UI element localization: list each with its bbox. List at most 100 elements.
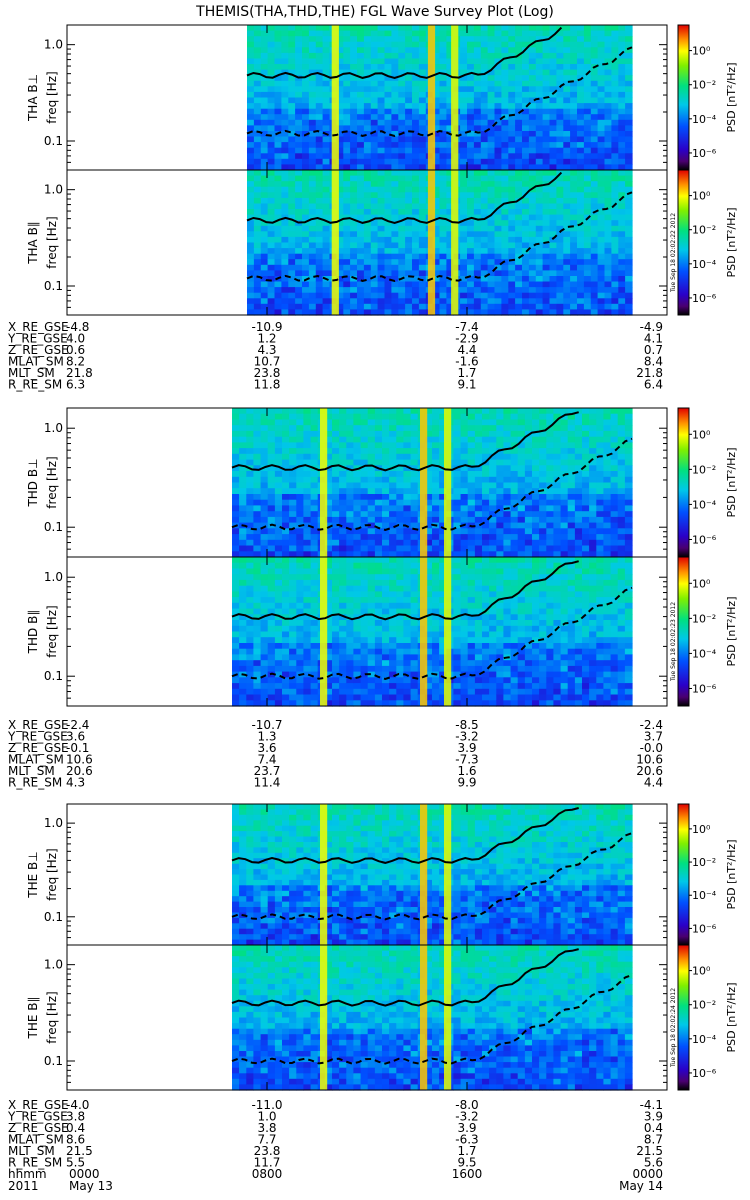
ephemeris-label: X_RE_GSE (8, 718, 69, 732)
spectrogram-panel: 1.0 0.1 THA B∥ freq [Hz] 10⁰ 10⁻² 10⁻⁴ 10⁻⁶ PSD … (26, 169, 738, 316)
ephemeris-value: 4.0 (66, 332, 85, 346)
panel-name: THD B∥ (26, 610, 40, 655)
colorbar-label: PSD [nT²/Hz] (725, 982, 738, 1052)
panel-name: THD B⊥ (26, 458, 40, 507)
panel-frame (66, 556, 668, 707)
ephemeris-value: 3.7 (644, 730, 663, 744)
y-axis-label: freq [Hz] (45, 605, 59, 657)
spectrogram-cells (232, 557, 633, 707)
ephemeris-value: -4.8 (66, 320, 89, 334)
y-axis-label: freq [Hz] (45, 848, 59, 900)
timestamp-stamp: Tue Sep 18 02:02:23 2012 (670, 602, 677, 682)
ephemeris-value: 4.4 (644, 776, 663, 790)
timestamp-stamp: Tue Sep 18 02:02:22 2012 (670, 213, 677, 293)
spectrogram-cells (232, 945, 633, 1091)
colorbar-label: PSD [nT²/Hz] (725, 447, 738, 517)
fce-line (246, 26, 563, 80)
date-start: May 13 (69, 1179, 113, 1193)
ephemeris-value: 9.9 (457, 776, 476, 790)
ephemeris-value: 10.7 (254, 355, 281, 369)
colorbar: 10⁰ 10⁻² 10⁻⁴ 10⁻⁶ PSD [nT²/Hz] (677, 24, 738, 171)
ephemeris-value: 8.7 (644, 1133, 663, 1147)
ephemeris-value: 21.8 (66, 366, 93, 380)
date-end: May 14 (619, 1179, 663, 1193)
ephemeris-value: 1.7 (457, 366, 476, 380)
panel-name: THE B∥ (26, 997, 40, 1040)
ephemeris-value: -3.2 (455, 1110, 478, 1124)
ephemeris-value: 0.7 (644, 343, 663, 357)
ephemeris-value: -4.9 (640, 320, 663, 334)
date-year: 2011 (8, 1179, 39, 1193)
colorbar-tick-label: 10⁻⁴ (692, 113, 717, 126)
ephemeris-value: -0.0 (640, 741, 663, 755)
panel-name: THA B∥ (26, 221, 40, 265)
y-tick-label: 0.1 (44, 1054, 63, 1068)
fce-quarter-line (231, 974, 633, 1065)
fce-line (231, 948, 579, 1007)
ephemeris-value: -2.9 (455, 332, 478, 346)
ephemeris-value: 3.8 (66, 1110, 85, 1124)
colorbar-tick-label: 10⁰ (692, 190, 711, 203)
ephemeris-label: R_RE_SM (8, 378, 62, 392)
ephemeris-value: 21.5 (636, 1144, 663, 1158)
spectrogram-panel: 1.0 0.1 THE B⊥ freq [Hz] 10⁰ 10⁻² 10⁻⁴ 10⁻⁶ PSD … (26, 803, 738, 946)
colorbar-tick-label: 10⁻² (692, 463, 716, 476)
spectrogram-panel: 1.0 0.1 THE B∥ freq [Hz] 10⁰ 10⁻² 10⁻⁴ 10⁻⁶ PSD … (26, 944, 738, 1091)
ephemeris-value: 11.7 (254, 1156, 281, 1170)
ephemeris-label: Y_RE_GSE (7, 1110, 68, 1124)
y-tick-label: 1.0 (44, 570, 63, 584)
ephemeris-label: Y_RE_GSE (7, 332, 68, 346)
ephemeris-value: -10.7 (251, 718, 282, 732)
y-tick-label: 1.0 (44, 38, 63, 52)
ephemeris-value: 3.9 (457, 741, 476, 755)
ephemeris-value: 21.8 (636, 366, 663, 380)
ephemeris-value: 3.9 (457, 1121, 476, 1135)
spectrogram-panel: 1.0 0.1 THD B∥ freq [Hz] 10⁰ 10⁻² 10⁻⁴ 10⁻⁶ PSD … (26, 556, 738, 707)
ephemeris-value: -11.0 (251, 1098, 282, 1112)
colorbar-tick-label: 10⁻² (692, 79, 716, 92)
ephemeris-value: -3.2 (455, 730, 478, 744)
timestamp-stamp: Tue Sep 18 02:02:24 2012 (670, 988, 677, 1068)
fce-line (246, 171, 563, 225)
ephemeris-value: 3.8 (257, 1121, 276, 1135)
ephemeris-value: 21.5 (66, 1144, 93, 1158)
colorbar: 10⁰ 10⁻² 10⁻⁴ 10⁻⁶ PSD [nT²/Hz] (677, 803, 738, 946)
ephemeris-value: 7.7 (257, 1133, 276, 1147)
y-tick-label: 1.0 (44, 816, 63, 830)
ephemeris-label: MLAT_SM (8, 1133, 64, 1147)
ephemeris-value: 1.3 (257, 730, 276, 744)
ephemeris-label: R_RE_SM (8, 776, 62, 790)
ephemeris-value: 23.7 (254, 764, 281, 778)
colorbar-label: PSD [nT²/Hz] (725, 207, 738, 277)
colorbar-tick-label: 10⁰ (692, 428, 711, 441)
fce-line (231, 560, 579, 621)
ephemeris-value: 0.4 (66, 1121, 85, 1135)
ephemeris-value: 23.8 (254, 1144, 281, 1158)
time-row-label: hhmm (8, 1167, 47, 1181)
colorbar-tick-label: 10⁻⁴ (692, 647, 717, 660)
fce-quarter-line (231, 437, 633, 531)
ephemeris-label: MLT_SM (8, 764, 55, 778)
colorbar-label: PSD [nT²/Hz] (725, 839, 738, 909)
ephemeris-label: Y_RE_GSE (7, 730, 68, 744)
colorbar-tick-label: 10⁻⁴ (692, 889, 717, 902)
ephemeris-label: MLAT_SM (8, 355, 64, 369)
ephemeris-label: Z_RE_GSE (8, 741, 69, 755)
colorbar-tick-label: 10⁻⁶ (692, 292, 717, 305)
ephemeris-value: 9.5 (457, 1156, 476, 1170)
ephemeris-value: 10.6 (636, 753, 663, 767)
colorbar: 10⁰ 10⁻² 10⁻⁴ 10⁻⁶ PSD [nT²/Hz] Tue Sep 18 02… (670, 944, 738, 1091)
ephemeris-value: 6.4 (644, 378, 663, 392)
ephemeris-value: 0.6 (66, 343, 85, 357)
ephemeris-value: -0.1 (66, 741, 89, 755)
fce-quarter-line (231, 586, 633, 680)
colorbar-tick-label: 10⁻² (692, 612, 716, 625)
ephemeris-value: 1.0 (257, 1110, 276, 1124)
ephemeris-value: -1.6 (455, 355, 478, 369)
colorbar-tick-label: 10⁻⁴ (692, 1033, 717, 1046)
fce-quarter-line (246, 46, 633, 138)
colorbar-tick-label: 10⁻⁶ (692, 682, 717, 695)
ephemeris-value: -2.4 (640, 718, 663, 732)
